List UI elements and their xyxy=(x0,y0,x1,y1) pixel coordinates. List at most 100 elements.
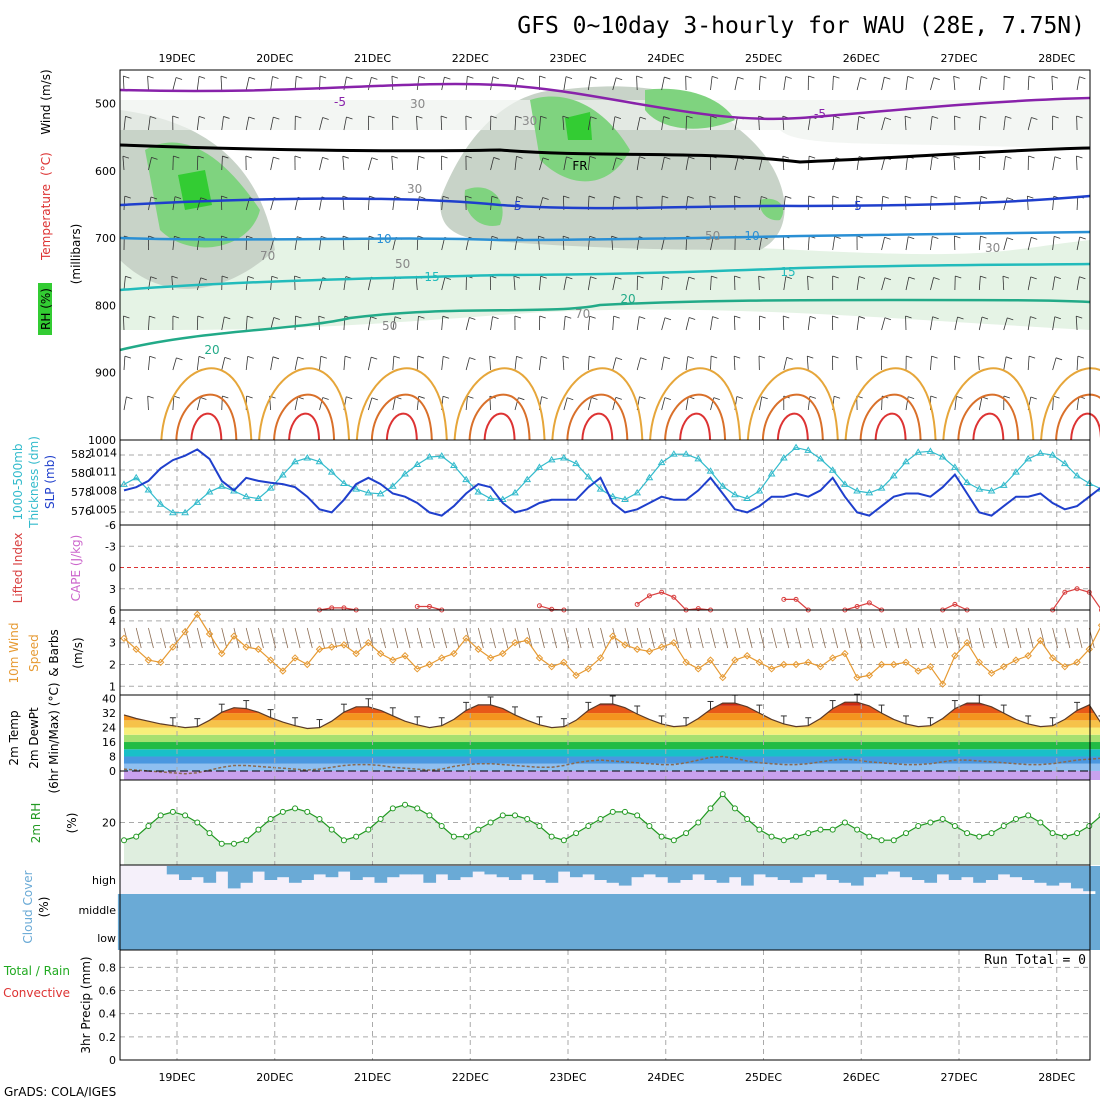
sounding-wind-barb xyxy=(221,116,224,131)
cloud-bar-middle xyxy=(154,894,168,922)
sounding-wind-barb xyxy=(612,316,615,331)
wind-barb xyxy=(416,627,423,649)
pressure-tick-label: 800 xyxy=(95,299,116,312)
chart-title: GFS 0~10day 3-hourly for WAU (28E, 7.75N… xyxy=(517,13,1085,39)
sounding-wind-barb xyxy=(270,276,273,291)
temp-contour-35 xyxy=(972,412,1005,441)
thickness-point xyxy=(828,466,837,473)
sounding-wind-barb xyxy=(685,317,690,331)
sounding-wind-barb xyxy=(514,196,518,211)
cloud-bar-high xyxy=(960,866,974,878)
sounding-wind-barb-flag xyxy=(807,275,814,279)
wind-speed-point xyxy=(645,647,654,656)
sounding-wind-barb-flag xyxy=(538,235,545,239)
wind-barb xyxy=(306,627,313,649)
sounding-wind-barb-flag xyxy=(588,195,596,199)
sounding-wind-barb-flag xyxy=(737,76,744,80)
cloud-bar-high xyxy=(313,866,327,875)
sounding-wind-barb xyxy=(1075,316,1078,331)
temp-band xyxy=(124,702,1100,706)
thickness-point xyxy=(621,495,629,502)
sounding-wind-barb-flag xyxy=(858,276,866,279)
thickness-point xyxy=(144,486,153,493)
cloud-bar-middle xyxy=(423,894,437,922)
wind-barb xyxy=(490,627,496,649)
cloud-bar-low xyxy=(337,922,351,950)
thickness-point xyxy=(853,487,862,494)
sounding-wind-barb-flag xyxy=(1030,396,1037,400)
sounding-wind-barb xyxy=(856,77,861,91)
sounding-wind-barb-flag xyxy=(884,236,891,240)
sounding-wind-barb-flag xyxy=(171,275,178,279)
cloud-bar-high xyxy=(533,866,547,880)
cloud-bar-middle xyxy=(288,894,302,922)
sounding-wind-barb xyxy=(636,316,640,331)
sounding-wind-barb xyxy=(710,276,712,291)
temp-contour-35 xyxy=(874,412,907,441)
sounding-wind-barb xyxy=(1052,156,1056,171)
cloud-bar-high xyxy=(899,866,913,878)
cloud-bar-high xyxy=(252,866,266,872)
sounding-wind-barb-flag xyxy=(149,315,156,319)
sounding-wind-barb xyxy=(342,156,345,171)
sounding-wind-barb-flag xyxy=(758,275,765,279)
cloud-bar-low xyxy=(447,922,461,950)
rh2m-point xyxy=(1025,812,1032,819)
sounding-wind-barb-flag xyxy=(834,236,841,239)
sounding-wind-barb xyxy=(612,157,617,171)
wind-barb xyxy=(795,627,802,649)
sounding-wind-barb-flag xyxy=(711,275,718,279)
sounding-wind-barb-flag xyxy=(491,195,499,199)
sounding-wind-barb xyxy=(685,356,689,371)
cloud-bar-middle xyxy=(1070,894,1084,922)
cloud-bar-low xyxy=(924,922,938,950)
cloud-bar-low xyxy=(838,922,852,950)
rh2m-point xyxy=(780,837,787,844)
temp-tick-label: 16 xyxy=(102,736,116,749)
wind-speed-point xyxy=(719,673,727,682)
cloud-bar-middle xyxy=(863,894,876,922)
sounding-wind-barb-flag xyxy=(295,115,302,119)
sounding-wind-barb-flag xyxy=(443,355,450,359)
sounding-wind-barb xyxy=(1002,276,1005,291)
sounding-wind-barb-flag xyxy=(980,275,987,279)
sounding-wind-barb xyxy=(881,77,885,91)
rh-band-bright xyxy=(565,112,592,140)
thickness-point xyxy=(132,473,141,481)
sounding-wind-barb xyxy=(806,356,809,371)
sounding-wind-barb-flag xyxy=(785,195,792,199)
date-label-top: 27DEC xyxy=(940,52,977,65)
cloud-bar-middle xyxy=(875,894,889,922)
precip-tick-label: 0.6 xyxy=(99,985,117,998)
sounding-wind-barb-flag xyxy=(832,355,839,359)
sounding-wind-barb-flag xyxy=(541,396,548,400)
wind-speed-point xyxy=(621,641,629,649)
cloud-bar-middle xyxy=(814,894,828,922)
rh2m-tick-label: 20 xyxy=(102,817,116,830)
wind-barb xyxy=(172,627,179,649)
sounding-wind-barb xyxy=(734,116,738,131)
sounding-wind-barb-flag xyxy=(734,355,741,359)
wind-speed-point xyxy=(523,636,531,645)
sounding-wind-barb xyxy=(172,357,177,371)
sounding-wind-barb-flag xyxy=(809,396,817,399)
wind-speed-point xyxy=(780,660,788,669)
precip-frame xyxy=(119,949,1091,1061)
sounding-wind-barb-flag xyxy=(736,396,743,399)
wind-axis-label: Wind (m/s) xyxy=(39,69,53,134)
wind-barb xyxy=(148,627,154,649)
thickness-point xyxy=(987,487,996,494)
cloud-bar-middle xyxy=(924,894,938,922)
cloud-bar-middle xyxy=(252,894,266,922)
wind-barb xyxy=(587,627,594,649)
cloud-bar-high xyxy=(1009,866,1023,878)
thickness-point xyxy=(523,475,532,483)
sounding-wind-barb-flag xyxy=(173,155,180,159)
sounding-wind-barb-flag xyxy=(542,157,550,161)
cloud-bar-low xyxy=(460,922,473,950)
sounding-wind-barb xyxy=(587,276,591,291)
cloud-bar-middle xyxy=(521,894,534,922)
pressure-axis-label: (millibars) xyxy=(69,224,83,285)
rh2m-point xyxy=(793,833,800,840)
sounding-wind-barb-flag xyxy=(663,356,671,360)
